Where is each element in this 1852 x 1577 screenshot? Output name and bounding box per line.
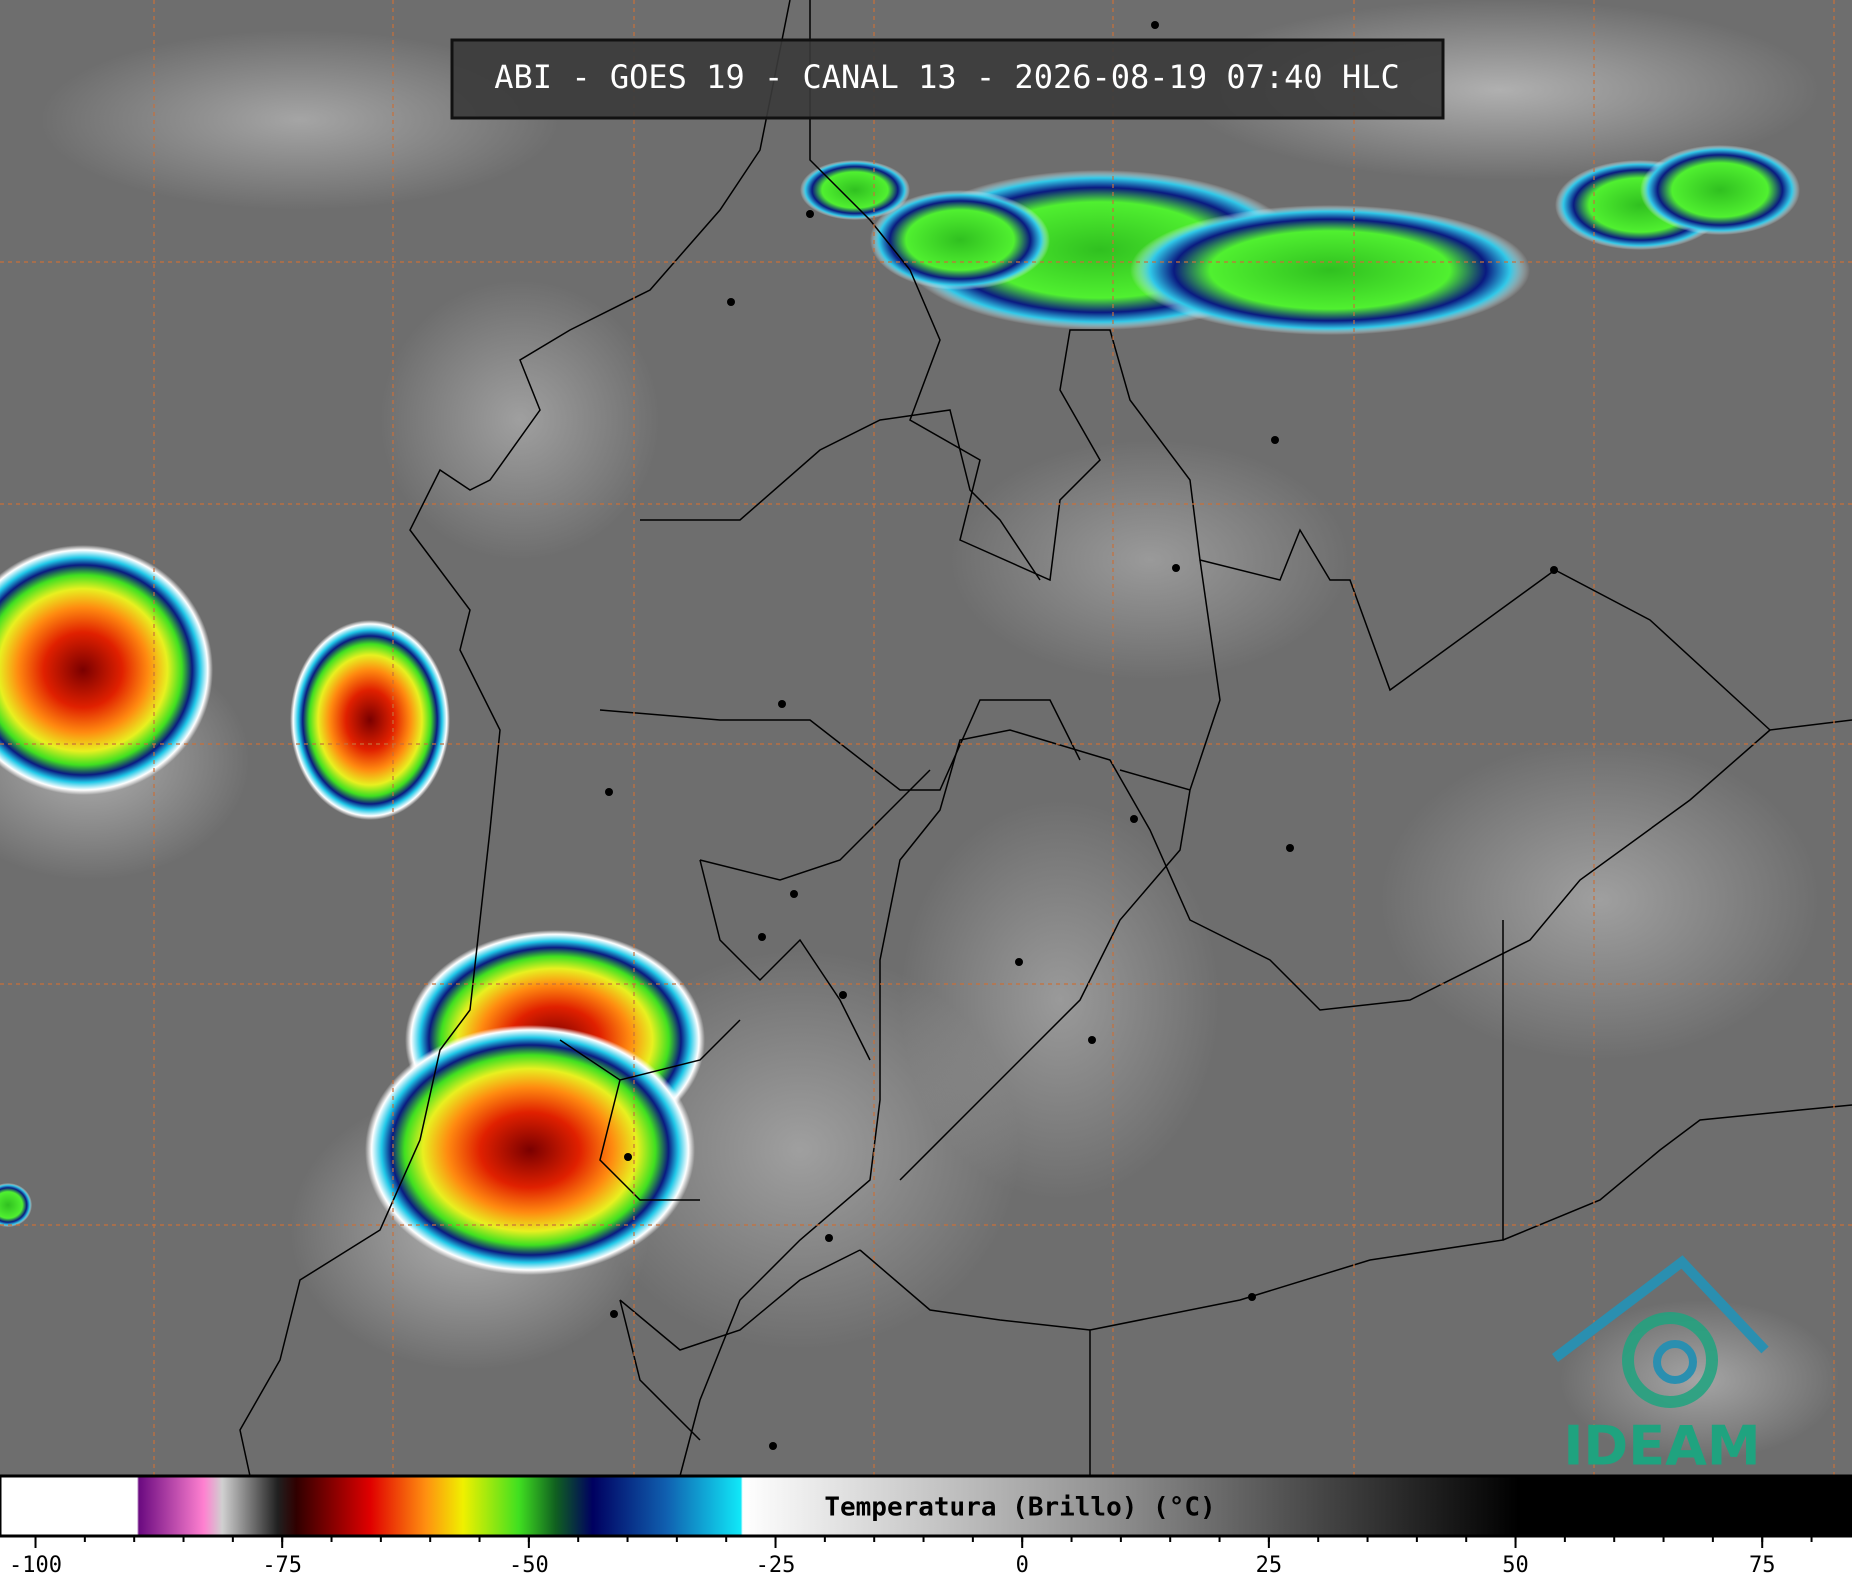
title: ABI - GOES 19 - CANAL 13 - 2026-08-19 07… xyxy=(494,58,1399,96)
colorbar xyxy=(0,1474,1852,1538)
city-markers xyxy=(605,21,1558,1450)
tick-label: -100 xyxy=(9,1553,62,1577)
colorbar-label: Temperatura (Brillo) (°C) xyxy=(824,1493,1215,1523)
tick-label: 75 xyxy=(1749,1553,1776,1577)
convective-clouds xyxy=(0,145,1800,1275)
tick-label: -25 xyxy=(756,1553,796,1577)
logo-text: IDEAM xyxy=(1563,1415,1760,1478)
title-box xyxy=(450,38,1445,120)
colorbar-ticks: -100 -75 -50 -25 0 25 50 75 xyxy=(9,1536,1813,1577)
tick-label: 0 xyxy=(1016,1553,1029,1577)
tick-label: -75 xyxy=(262,1553,302,1577)
lat-lon-grid xyxy=(0,0,1852,1476)
logo: IDEAM xyxy=(1551,1255,1769,1478)
tick-label: 25 xyxy=(1256,1553,1283,1577)
tick-label: -50 xyxy=(509,1553,549,1577)
borders xyxy=(239,0,1852,1477)
tick-label: 50 xyxy=(1502,1553,1529,1577)
